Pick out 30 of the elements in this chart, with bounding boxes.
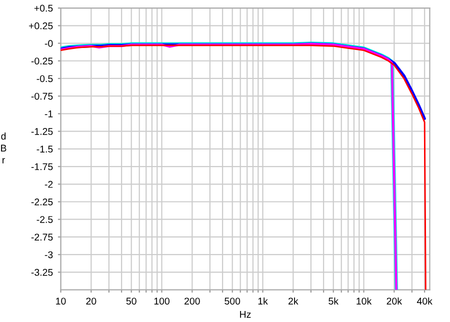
y-tick-label: -3 bbox=[44, 251, 53, 258]
x-tick-label: 10k bbox=[356, 297, 372, 305]
x-tick-label: 200 bbox=[184, 298, 200, 305]
y-tick-label: +0.25 bbox=[28, 22, 53, 30]
x-tick-label: 500 bbox=[224, 298, 240, 305]
x-tick-label: 10 bbox=[56, 298, 66, 305]
y-tick-label: -0 bbox=[44, 40, 53, 47]
y-tick-label: -2.5 bbox=[36, 216, 53, 223]
y-tick-label: -2.25 bbox=[31, 198, 53, 206]
y-tick-label: -0.25 bbox=[31, 58, 53, 64]
x-tick-label: 100 bbox=[154, 298, 170, 305]
x-tick-label: 1k bbox=[258, 297, 268, 304]
x-tick-label: 40k bbox=[416, 297, 432, 305]
y-tick-label: -1 bbox=[44, 110, 53, 118]
y-tick-label: -2 bbox=[44, 180, 53, 188]
x-axis-title: Hz bbox=[240, 311, 251, 318]
y-tick-label: -1.75 bbox=[31, 163, 53, 170]
x-tick-label: 2k bbox=[288, 297, 298, 304]
x-tick-label: 5k bbox=[328, 297, 339, 305]
y-tick-label: +0.5 bbox=[34, 4, 53, 12]
y-tick-label: -3.25 bbox=[31, 268, 53, 276]
y-tick-label: -1.5 bbox=[36, 146, 53, 153]
x-tick-label: 50 bbox=[126, 298, 136, 305]
y-axis-title: dBr bbox=[1, 132, 6, 164]
x-tick-label: 20 bbox=[86, 298, 96, 305]
y-tick-label: -0.75 bbox=[31, 92, 53, 100]
y-tick-label: -0.5 bbox=[36, 75, 53, 82]
y-tick-label: -1.25 bbox=[31, 128, 53, 135]
y-tick-label: -2.75 bbox=[31, 234, 53, 241]
x-tick-label: 20k bbox=[386, 297, 402, 305]
